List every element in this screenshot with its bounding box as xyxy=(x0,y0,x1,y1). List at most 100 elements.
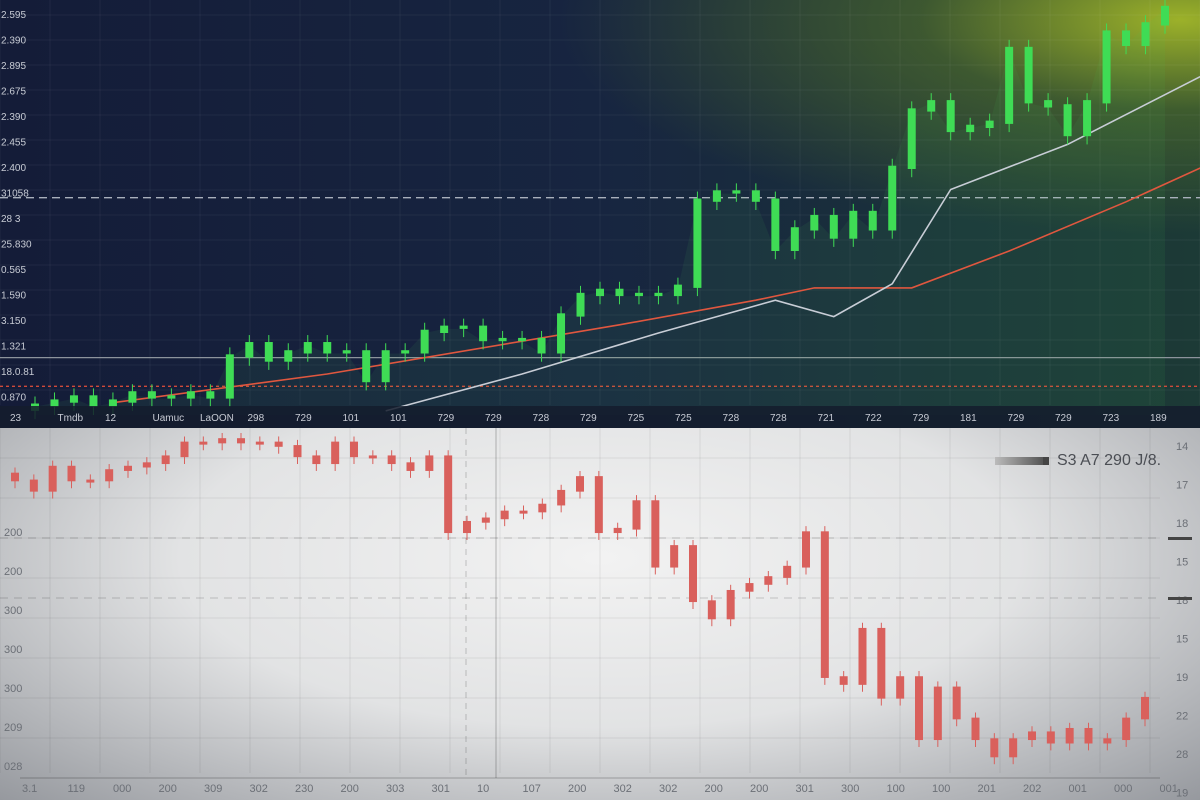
x-tick-label: 303 xyxy=(386,783,404,795)
candle xyxy=(829,214,838,239)
candle xyxy=(459,325,468,329)
candle xyxy=(1141,22,1150,46)
candle xyxy=(500,510,509,520)
x-tick-label: 298 xyxy=(248,413,265,424)
candle xyxy=(783,565,792,578)
candle xyxy=(693,198,702,288)
candle xyxy=(1141,696,1149,720)
moving-average-line xyxy=(112,167,1200,404)
candle xyxy=(519,510,528,514)
x-tick-label: 201 xyxy=(978,783,996,795)
y-tick-label: 0.870 xyxy=(1,393,26,404)
y-tick-label-right: 18 xyxy=(1176,595,1188,607)
y-tick-label: 28 3 xyxy=(1,214,21,225)
x-tick-label: 729 xyxy=(485,413,502,424)
candle xyxy=(67,465,76,482)
candle xyxy=(387,455,396,465)
y-tick-label-left: 300 xyxy=(4,644,22,656)
candle xyxy=(707,600,716,620)
candle xyxy=(444,455,453,534)
x-axis-band xyxy=(0,406,1200,428)
candle xyxy=(933,686,942,741)
candle xyxy=(802,531,810,568)
candle xyxy=(368,455,377,459)
candle xyxy=(142,462,151,468)
y-tick-label: 25.830 xyxy=(1,240,32,251)
y-tick-label-right: 14 xyxy=(1176,441,1188,453)
candle xyxy=(206,391,215,399)
y-tick-label-left: 209 xyxy=(4,722,22,734)
candle xyxy=(89,395,98,407)
x-tick-label: 302 xyxy=(614,783,632,795)
axis-marker xyxy=(1168,597,1192,600)
candle xyxy=(771,198,780,251)
candle xyxy=(381,350,390,383)
x-tick-label: 202 xyxy=(1023,783,1041,795)
y-tick-label: 0.565 xyxy=(1,265,26,276)
x-tick-label: 722 xyxy=(865,413,882,424)
x-tick-label: 729 xyxy=(1008,413,1025,424)
candle xyxy=(576,476,584,492)
x-tick-label: 001 xyxy=(1160,783,1178,795)
x-tick-label: 230 xyxy=(295,783,313,795)
candle xyxy=(1084,727,1093,744)
x-tick-label: 119 xyxy=(68,783,86,795)
candle xyxy=(186,391,195,399)
candle xyxy=(425,455,434,471)
candle xyxy=(401,350,410,354)
candle xyxy=(284,350,293,362)
y-tick-label: 1.321 xyxy=(1,342,26,353)
candle xyxy=(362,350,371,383)
candle xyxy=(108,399,117,407)
candle xyxy=(237,438,245,444)
candle xyxy=(966,124,975,133)
moving-average-line xyxy=(385,75,1200,412)
candle xyxy=(790,227,799,251)
x-tick-label: 302 xyxy=(250,783,268,795)
candle xyxy=(751,190,760,202)
candle xyxy=(303,342,312,354)
y-tick-label: 2.895 xyxy=(1,61,26,72)
x-tick-label: 729 xyxy=(580,413,597,424)
candle xyxy=(613,527,622,534)
y-tick-label-right: 19 xyxy=(1176,672,1188,684)
candle xyxy=(29,479,38,492)
candle xyxy=(1046,731,1055,744)
x-tick-label: 301 xyxy=(796,783,814,795)
x-tick-label: 181 xyxy=(960,413,977,424)
candle xyxy=(810,214,819,231)
x-tick-label: 309 xyxy=(204,783,222,795)
x-tick-label: 100 xyxy=(932,783,950,795)
y-tick-label-right: 22 xyxy=(1176,711,1188,723)
x-tick-label: 200 xyxy=(705,783,723,795)
candle xyxy=(990,738,999,758)
x-tick-label: 728 xyxy=(533,413,550,424)
candle xyxy=(820,531,829,678)
candle xyxy=(877,627,886,699)
bottom-chart-svg: 200 200 300 300 300 209 028 14 17 18 15 18 15 19 22 28 1… xyxy=(0,428,1192,800)
x-tick-label: 200 xyxy=(568,783,586,795)
candle xyxy=(331,441,340,465)
x-tick-label: 189 xyxy=(1150,413,1167,424)
x-tick-label: 200 xyxy=(341,783,359,795)
x-tick-label: 729 xyxy=(913,413,930,424)
candle xyxy=(481,517,490,523)
y-tick-label-right: 17 xyxy=(1176,480,1188,492)
candle xyxy=(1024,46,1033,104)
x-tick-label: 100 xyxy=(887,783,905,795)
candle xyxy=(868,210,877,231)
y-tick-label-right: 19 xyxy=(1176,788,1188,800)
candle xyxy=(293,445,302,458)
legend-text: S3 A7 290 J/8. xyxy=(1057,452,1162,469)
x-tick-label: 101 xyxy=(390,413,407,424)
x-tick-label: 721 xyxy=(818,413,835,424)
candle xyxy=(673,284,682,297)
candle xyxy=(576,292,585,317)
y-tick-label: 2.455 xyxy=(1,138,26,149)
candle xyxy=(440,325,449,333)
candle xyxy=(1103,738,1112,744)
candle xyxy=(946,100,955,133)
y-tick-label: 2.390 xyxy=(1,112,26,123)
x-tick-label: 728 xyxy=(723,413,740,424)
y-tick-label-left: 028 xyxy=(4,761,22,773)
